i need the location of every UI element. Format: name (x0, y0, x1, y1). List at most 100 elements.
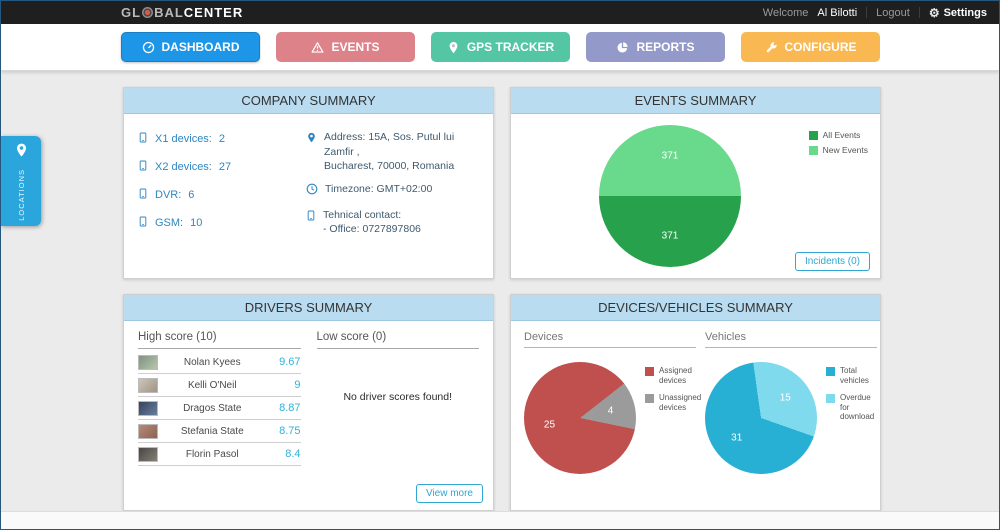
devices-pie-chart[interactable]: 4 25 (524, 362, 636, 474)
device-count-value: 2 (218, 132, 225, 145)
driver-avatar (138, 354, 158, 370)
mobile-device-icon (138, 159, 148, 175)
devices-half: Devices 4 25 Assigned devices Unassigned … (524, 331, 701, 501)
topbar-right: Welcome Al Bilotti Logout ⚙ Settings (763, 6, 987, 20)
high-score-header: High score (10) (138, 331, 301, 349)
logo-text-gl: GL (121, 5, 142, 20)
events-summary-title: EVENTS SUMMARY (511, 88, 880, 114)
vehicles-header: Vehicles (705, 331, 877, 348)
device-count-value: 27 (218, 160, 232, 173)
company-info-column: Address: 15A, Sos. Putul lui Zamfir , Bu… (306, 130, 483, 245)
device-count-value: 6 (188, 188, 195, 201)
legend-label: Assigned devices (659, 366, 692, 385)
legend-swatch (808, 146, 818, 155)
device-count-x2: X2 devices: 27 (138, 158, 306, 175)
drivers-columns: High score (10) Nolan Kyees 9.67 Kelli O… (138, 331, 479, 466)
dashboard-gauge-icon (142, 41, 155, 54)
device-count-gsm: GSM: 10 (138, 214, 306, 231)
events-legend: All Events New Events (808, 130, 868, 155)
device-count-dvr: DVR: 6 (138, 186, 306, 203)
driver-row[interactable]: Kelli O'Neil 9 (138, 374, 301, 397)
clock-icon (306, 183, 318, 200)
wrench-icon (765, 41, 778, 54)
device-counts-list: X1 devices: 2 X2 devices: 27 DVR: 6 (138, 130, 306, 245)
devices-vehicles-title: DEVICES/VEHICLES SUMMARY (511, 295, 880, 321)
legend-item-total-vehicles: Total vehicles (826, 366, 877, 385)
devices-vehicles-body: Devices 4 25 Assigned devices Unassigned … (511, 321, 880, 511)
legend-swatch (826, 367, 835, 376)
driver-row[interactable]: Dragos State 8.87 (138, 397, 301, 420)
pie-chart-icon (616, 41, 629, 54)
pie-slice-value: 371 (661, 230, 679, 242)
legend-swatch (645, 394, 654, 404)
nav-gps-tracker-label: GPS TRACKER (466, 40, 555, 54)
pie-slice-value: 4 (607, 405, 614, 417)
mobile-device-icon (138, 187, 148, 203)
nav-configure-button[interactable]: CONFIGURE (741, 32, 880, 62)
pie-slice-value: 15 (779, 392, 791, 404)
driver-avatar (138, 446, 158, 462)
device-count-label: X1 devices: (155, 132, 212, 145)
contact-label: Tehnical contact: (323, 208, 402, 221)
incidents-button[interactable]: Incidents (0) (794, 252, 870, 271)
company-address-text: Address: 15A, Sos. Putul lui Zamfir , Bu… (324, 130, 483, 174)
nav-events-label: EVENTS (331, 40, 380, 54)
legend-label: Unassigned devices (659, 393, 702, 412)
drivers-summary-panel: DRIVERS SUMMARY High score (10) Nolan Ky… (123, 294, 494, 511)
driver-score: 8.87 (279, 402, 301, 414)
vehicles-pie-row: 15 31 Total vehicles Overdue for download (705, 362, 877, 474)
view-more-button[interactable]: View more (415, 484, 483, 503)
contact-value: - Office: 0727897806 (323, 223, 421, 236)
company-summary-panel: COMPANY SUMMARY X1 devices: 2 X2 devices… (123, 87, 494, 279)
locations-tab-label: LOCATIONS (16, 168, 26, 221)
driver-row[interactable]: Stefania State 8.75 (138, 420, 301, 443)
address-line-2: Bucharest, 70000, Romania (324, 160, 455, 173)
nav-events-button[interactable]: EVENTS (276, 32, 415, 62)
driver-score: 9 (294, 379, 301, 391)
location-pin-icon (306, 131, 317, 174)
legend-label: All Events (822, 130, 861, 140)
nav-reports-label: REPORTS (636, 40, 695, 54)
nav-reports-button[interactable]: REPORTS (586, 32, 725, 62)
low-score-column: Low score (0) No driver scores found! (316, 331, 479, 466)
location-pin-icon (14, 142, 29, 163)
driver-name: Stefania State (180, 425, 244, 437)
legend-item-unassigned: Unassigned devices (645, 393, 701, 412)
driver-row[interactable]: Nolan Kyees 9.67 (138, 351, 301, 374)
device-count-label: DVR: (155, 188, 182, 201)
driver-avatar (138, 400, 158, 416)
logout-link[interactable]: Logout (876, 6, 910, 19)
driver-score: 8.75 (279, 425, 301, 437)
device-count-label: X2 devices: (155, 160, 212, 173)
address-line-1: Address: 15A, Sos. Putul lui Zamfir , (324, 131, 455, 158)
events-pie-chart[interactable]: 371 371 (599, 125, 741, 267)
driver-name: Florin Pasol (185, 448, 239, 460)
driver-name: Dragos State (183, 402, 242, 414)
logo-text-center: CENTER (183, 5, 244, 20)
timezone-text: Timezone: GMT+02:00 (325, 183, 433, 196)
contact-text: Tehnical contact: - Office: 0727897806 (323, 208, 421, 237)
driver-row[interactable]: Florin Pasol 8.4 (138, 443, 301, 466)
vehicles-pie-chart[interactable]: 15 31 (705, 362, 817, 474)
device-count-value: 10 (190, 216, 203, 229)
device-count-label: GSM: (155, 216, 184, 229)
legend-item-all-events: All Events (808, 130, 868, 140)
devices-legend: Assigned devices Unassigned devices (645, 366, 701, 474)
locations-side-tab[interactable]: LOCATIONS (1, 136, 41, 226)
drivers-summary-title: DRIVERS SUMMARY (124, 295, 493, 321)
nav-dashboard-label: DASHBOARD (161, 40, 240, 54)
settings-button[interactable]: ⚙ Settings (929, 6, 987, 20)
devices-vehicles-panel: DEVICES/VEHICLES SUMMARY Devices 4 25 Ass… (510, 294, 881, 511)
pie-slice-value: 25 (543, 419, 556, 431)
pie-slice-value: 31 (731, 432, 743, 444)
events-summary-body: 371 371 All Events New Events Incidents (… (511, 114, 880, 279)
globe-target-icon (142, 7, 154, 18)
topbar-divider (866, 7, 868, 18)
nav-configure-label: CONFIGURE (784, 40, 857, 54)
vehicles-legend: Total vehicles Overdue for download (826, 366, 877, 474)
company-address: Address: 15A, Sos. Putul lui Zamfir , Bu… (306, 130, 483, 174)
nav-dashboard-button[interactable]: DASHBOARD (121, 32, 260, 62)
company-contact: Tehnical contact: - Office: 0727897806 (306, 208, 483, 237)
nav-gps-tracker-button[interactable]: GPS TRACKER (431, 32, 570, 62)
